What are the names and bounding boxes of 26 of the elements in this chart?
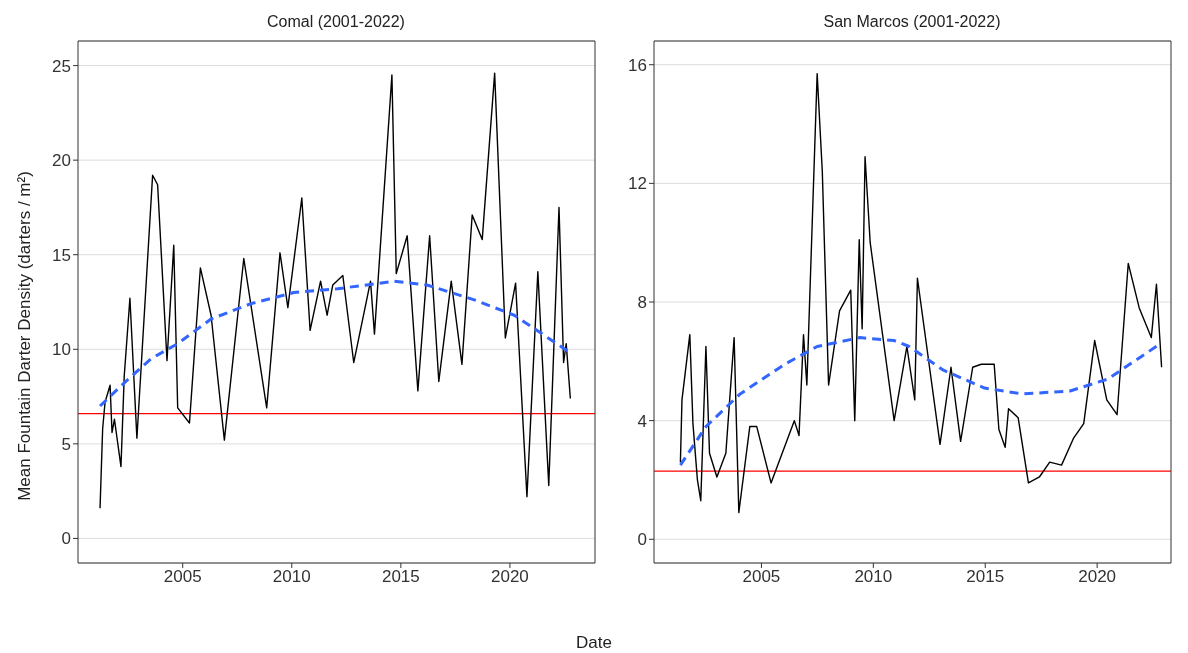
x-tick-label: 2015 (381, 567, 420, 587)
y-tick-label: 12 (628, 174, 647, 194)
x-axis-title: Date (575, 633, 613, 653)
y-tick-label: 15 (52, 245, 71, 265)
x-tick-label: 2010 (272, 567, 311, 587)
line-series (99, 72, 572, 509)
y-tick-label: 0 (637, 530, 647, 550)
y-tick-label: 8 (637, 293, 647, 313)
line-series (98, 279, 570, 408)
y-axis-title: Mean Fountain Darter Density (darters / m²) (15, 171, 34, 501)
line-series (679, 72, 1163, 514)
y-tick-label: 0 (61, 529, 71, 549)
x-tick-label: 2005 (742, 567, 781, 587)
x-tick-label: 2010 (854, 567, 893, 587)
chart-title: Comal (2001-2022) (266, 12, 405, 32)
x-tick-label: 2005 (163, 567, 202, 587)
y-tick-label: 20 (52, 151, 71, 171)
y-tick-label: 16 (628, 55, 647, 75)
chart-title: San Marcos (2001-2022) (822, 12, 1001, 32)
x-tick-label: 2020 (491, 567, 529, 587)
y-tick-label: 4 (637, 411, 647, 431)
y-tick-label: 5 (61, 434, 71, 454)
y-tick-label: 10 (52, 340, 71, 360)
x-tick-label: 2015 (966, 567, 1005, 587)
x-tick-label: 2020 (1078, 567, 1117, 587)
y-tick-label: 25 (52, 56, 71, 76)
